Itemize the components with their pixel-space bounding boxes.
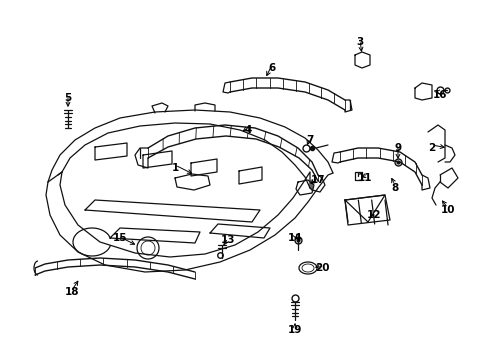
Text: 12: 12	[366, 210, 381, 220]
Text: 10: 10	[440, 205, 454, 215]
Text: 9: 9	[394, 143, 401, 153]
Text: 18: 18	[64, 287, 79, 297]
Text: 17: 17	[310, 175, 325, 185]
Text: 13: 13	[220, 235, 235, 245]
Text: 3: 3	[356, 37, 363, 47]
Text: 5: 5	[64, 93, 71, 103]
Text: 11: 11	[357, 173, 371, 183]
Text: 16: 16	[432, 90, 447, 100]
Text: 4: 4	[244, 125, 251, 135]
Text: 19: 19	[287, 325, 302, 335]
Text: 8: 8	[390, 183, 398, 193]
Text: 6: 6	[268, 63, 275, 73]
Text: 20: 20	[314, 263, 328, 273]
Text: 14: 14	[287, 233, 302, 243]
Text: 1: 1	[171, 163, 178, 173]
Text: 7: 7	[305, 135, 313, 145]
Text: 15: 15	[113, 233, 127, 243]
Text: 2: 2	[427, 143, 435, 153]
